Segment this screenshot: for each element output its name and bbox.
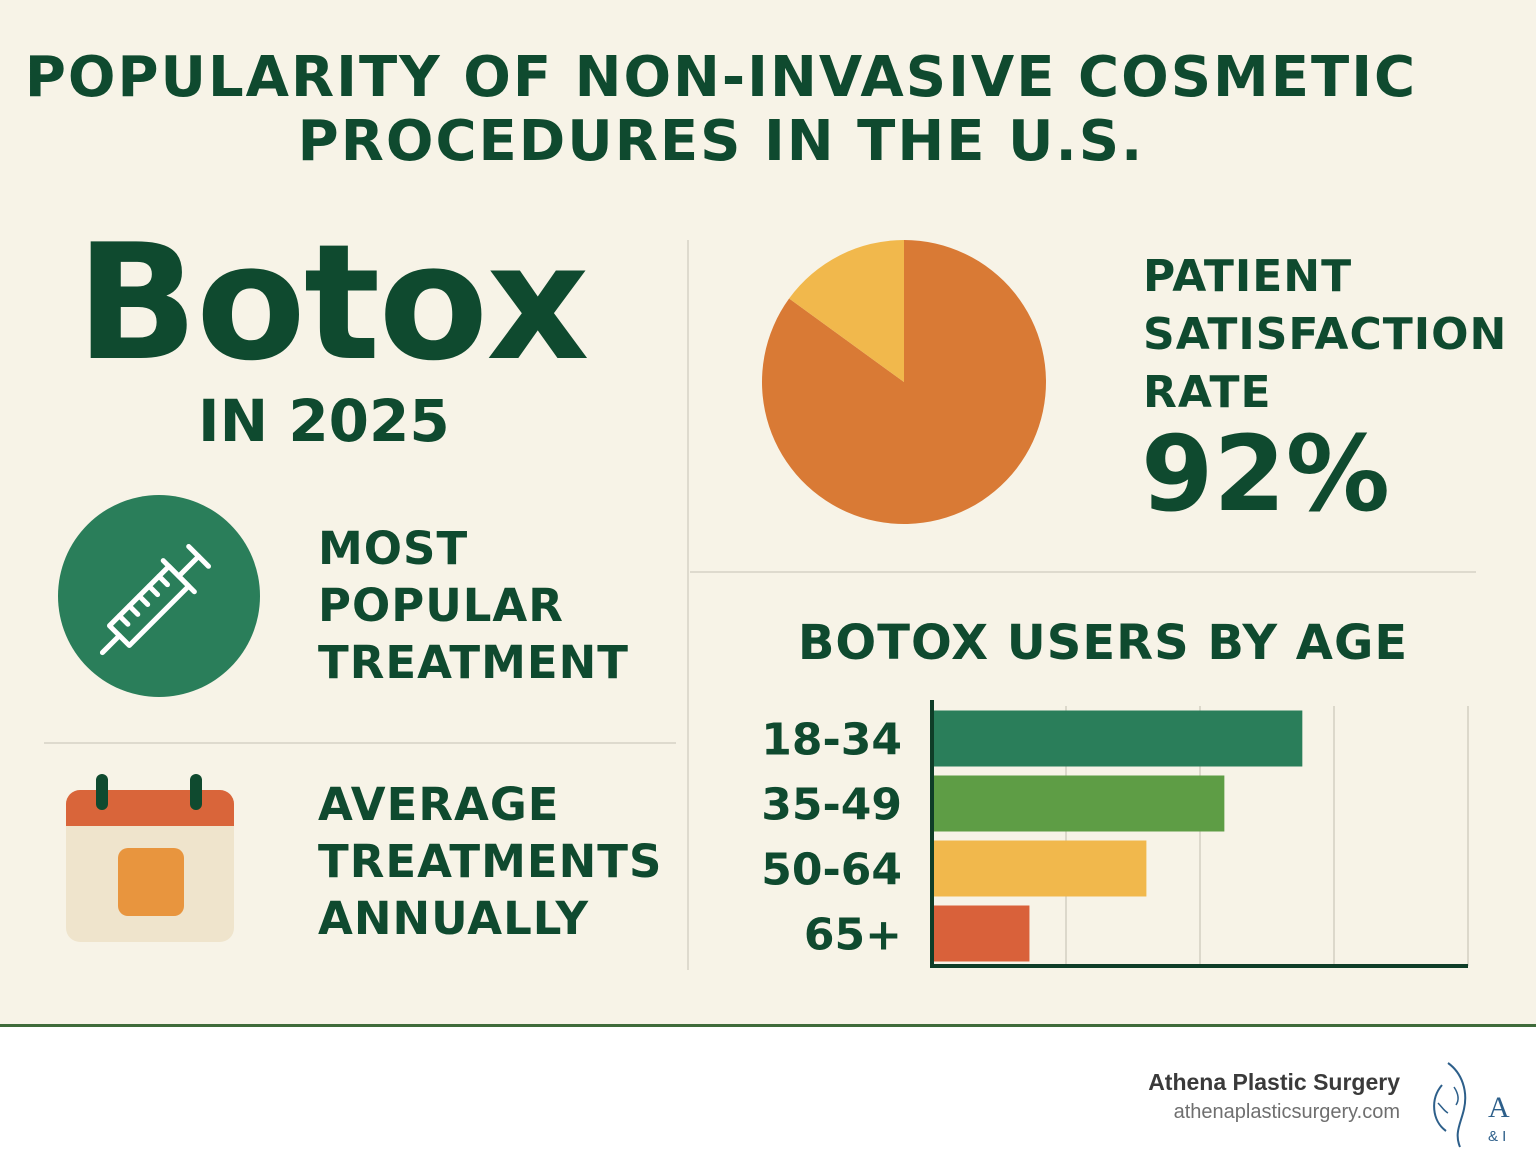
category-label-50-64: 50-64 [761, 845, 902, 896]
average-treatments-label: AVERAGE TREATMENTS ANNUALLY [318, 776, 662, 947]
bar-50-64 [932, 840, 1147, 897]
satisfaction-line-1: PATIENT [1143, 251, 1353, 302]
average-line-3: ANNUALLY [318, 892, 590, 945]
vertical-divider [687, 240, 689, 970]
year-label: IN 2025 [198, 387, 450, 455]
pie-slice-1 [789, 240, 904, 382]
most-popular-line-2: POPULAR [318, 579, 564, 632]
age-bar-chart: 18-34 35-49 50-64 65+ [761, 700, 1469, 968]
syringe-icon [58, 495, 260, 697]
brand-url: athenaplasticsurgery.com [1173, 1101, 1400, 1123]
satisfaction-value: 92% [1141, 413, 1390, 535]
satisfaction-pie-chart [762, 240, 1046, 524]
average-line-1: AVERAGE [318, 778, 560, 831]
category-label-35-49: 35-49 [761, 780, 902, 831]
satisfaction-label: PATIENT SATISFACTION RATE [1143, 248, 1507, 422]
brand: Athena Plastic Surgery athenaplasticsurg… [1148, 1067, 1400, 1127]
bar-chart-title: BOTOX USERS BY AGE [797, 615, 1409, 671]
satisfaction-line-3: RATE [1143, 367, 1272, 418]
category-label-18-34: 18-34 [761, 715, 902, 766]
average-line-2: TREATMENTS [318, 835, 663, 888]
footer: Athena Plastic Surgery athenaplasticsurg… [0, 1024, 1536, 1154]
most-popular-line-3: TREATMENT [318, 636, 629, 689]
most-popular-label: MOST POPULAR TREATMENT [318, 520, 629, 691]
logo-letter: A [1488, 1091, 1510, 1124]
most-popular-line-1: MOST [318, 522, 469, 575]
satisfaction-line-2: SATISFACTION [1143, 309, 1508, 360]
page-title: POPULARITY OF NON-INVASIVE COSMETIC PROC… [0, 46, 1442, 174]
brand-name: Athena Plastic Surgery [1148, 1069, 1400, 1095]
right-horizontal-divider [690, 571, 1476, 573]
title-line-1: POPULARITY OF NON-INVASIVE COSMETIC [24, 45, 1418, 110]
bar-65+ [932, 905, 1030, 962]
procedure-name: Botox [76, 209, 589, 396]
bar-18-34 [932, 710, 1303, 767]
title-line-2: PROCEDURES IN THE U.S. [297, 109, 1145, 174]
calendar-icon [64, 772, 236, 944]
athena-logo-icon: A & I [1433, 1062, 1510, 1148]
left-horizontal-divider [44, 742, 676, 744]
bar-35-49 [932, 775, 1225, 832]
category-label-65+: 65+ [804, 910, 902, 961]
logo-sub: & I [1488, 1128, 1506, 1145]
